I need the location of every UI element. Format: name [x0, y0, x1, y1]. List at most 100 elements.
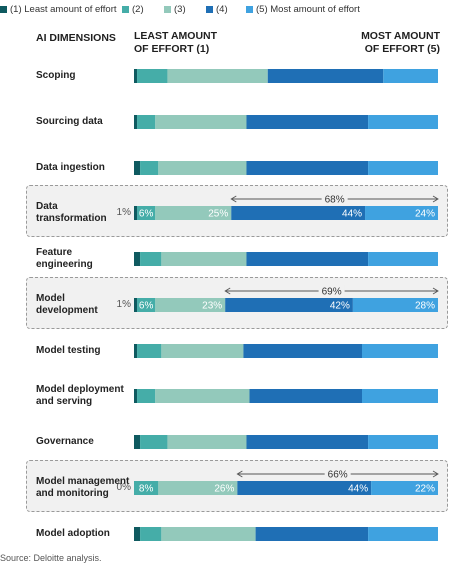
category-label-line: Data [36, 201, 58, 212]
category-label-line: Governance [36, 436, 94, 447]
category-label: Data transformation [36, 201, 107, 225]
segment-value-label: 6% [139, 209, 154, 220]
category-label-line: Model adoption [36, 528, 110, 539]
bar-segment [161, 344, 244, 358]
bar-segment [225, 298, 353, 312]
bar-segment [134, 527, 141, 541]
total-bracket-arrowhead [230, 195, 237, 203]
bar-segment [137, 206, 156, 220]
bar-segment [362, 344, 438, 358]
bar-segment [134, 389, 138, 403]
category-label-line: and serving [36, 396, 93, 407]
bar-segment [134, 435, 141, 449]
bar-segment [246, 435, 369, 449]
segment-value-label: 42% [330, 301, 350, 312]
legend-label: (1) Least amount of effort [10, 4, 117, 15]
bar-segment [246, 252, 369, 266]
category-label-line: engineering [36, 259, 93, 270]
bar-segment [167, 435, 247, 449]
category-label-line: Sourcing data [36, 116, 103, 127]
total-bracket-arrowhead [432, 470, 439, 478]
category-label-line: Model [36, 293, 65, 304]
header-most-effort: MOST AMOUNT OF EFFORT (5) [361, 30, 440, 56]
segment-value-label: 25% [208, 209, 228, 220]
bar-segment [134, 298, 138, 312]
category-label: Model adoption [36, 528, 110, 540]
bar-segment [137, 69, 168, 83]
bar-segment [231, 206, 366, 220]
category-label-line: Model deployment [36, 384, 124, 395]
bar-segment [137, 115, 156, 129]
category-label: Scoping [36, 70, 75, 82]
legend-swatch [246, 6, 253, 13]
header-least-effort: LEAST AMOUNT OF EFFORT (1) [134, 30, 217, 56]
bar-segment [267, 69, 384, 83]
total-label-background [318, 285, 345, 297]
header-most-line-2: OF EFFORT (5) [364, 43, 440, 55]
total-bracket-arrowhead [236, 470, 243, 478]
category-label-line: Data ingestion [36, 162, 105, 173]
segment-value-label: 22% [415, 484, 435, 495]
segment-value-label: 8% [139, 484, 154, 495]
bar-segment [140, 161, 159, 175]
category-label: Model development [36, 293, 98, 317]
bar-segment [255, 527, 369, 541]
bar-segment [383, 69, 438, 83]
category-label: Model testing [36, 345, 100, 357]
bar-segment [134, 69, 138, 83]
header-least-line-2: OF EFFORT (1) [134, 43, 210, 55]
segment-value-label: 28% [415, 301, 435, 312]
category-label-line: Scoping [36, 70, 76, 81]
segment-value-label: 6% [139, 301, 154, 312]
category-label-line: Feature [36, 247, 73, 258]
bar-segment [246, 161, 369, 175]
total-label-background [321, 193, 348, 205]
bar-segment [368, 161, 438, 175]
chart-legend: (1) Least amount of effort (2) (3) (4) (5) M… [0, 4, 474, 20]
bar-segment [246, 115, 369, 129]
legend-label: (4) [216, 4, 228, 15]
header-ai-dimensions: AI DIMENSIONS [36, 32, 116, 44]
segment-value-label: 1% [116, 299, 131, 310]
bar-segment [158, 481, 238, 495]
segment-value-label: 1% [116, 207, 131, 218]
header-least-line-1: LEAST AMOUNT [134, 30, 218, 42]
header-most-line-1: MOST AMOUNT [361, 30, 440, 42]
bar-segment [161, 252, 247, 266]
legend-swatch [0, 6, 7, 13]
legend-item: (1) Least amount of effort [0, 4, 117, 15]
legend-label: (5) Most amount of effort [256, 4, 360, 15]
segment-value-label: 44% [342, 209, 362, 220]
category-label: Model management and monitoring [36, 476, 129, 500]
bar-segment [249, 389, 362, 403]
category-label: Feature engineering [36, 247, 93, 271]
category-label: Sourcing data [36, 116, 103, 128]
total-label: 66% [328, 470, 348, 481]
bar-segment [134, 481, 159, 495]
bar-segment [368, 435, 438, 449]
bar-segment [134, 161, 141, 175]
legend-item: (3) [164, 4, 186, 15]
legend-swatch [164, 6, 171, 13]
legend-label: (3) [174, 4, 186, 15]
category-label-line: Model testing [36, 345, 101, 356]
bar-segment [167, 69, 268, 83]
bar-segment [137, 389, 156, 403]
bar-segment [237, 481, 372, 495]
bar-segment [371, 481, 438, 495]
bar-segment [155, 206, 232, 220]
bar-segment [352, 298, 438, 312]
legend-item: (4) [206, 4, 228, 15]
category-label: Data ingestion [36, 162, 105, 174]
total-bracket-arrowhead [432, 287, 439, 295]
total-label: 68% [325, 195, 345, 206]
category-label-line: development [36, 305, 98, 316]
bar-segment [362, 389, 438, 403]
bar-segment [137, 344, 162, 358]
bar-segment [161, 527, 256, 541]
category-label: Governance [36, 436, 94, 448]
category-label-line: Model management [36, 476, 130, 487]
segment-value-label: 24% [415, 209, 435, 220]
total-bracket-arrowhead [224, 287, 231, 295]
